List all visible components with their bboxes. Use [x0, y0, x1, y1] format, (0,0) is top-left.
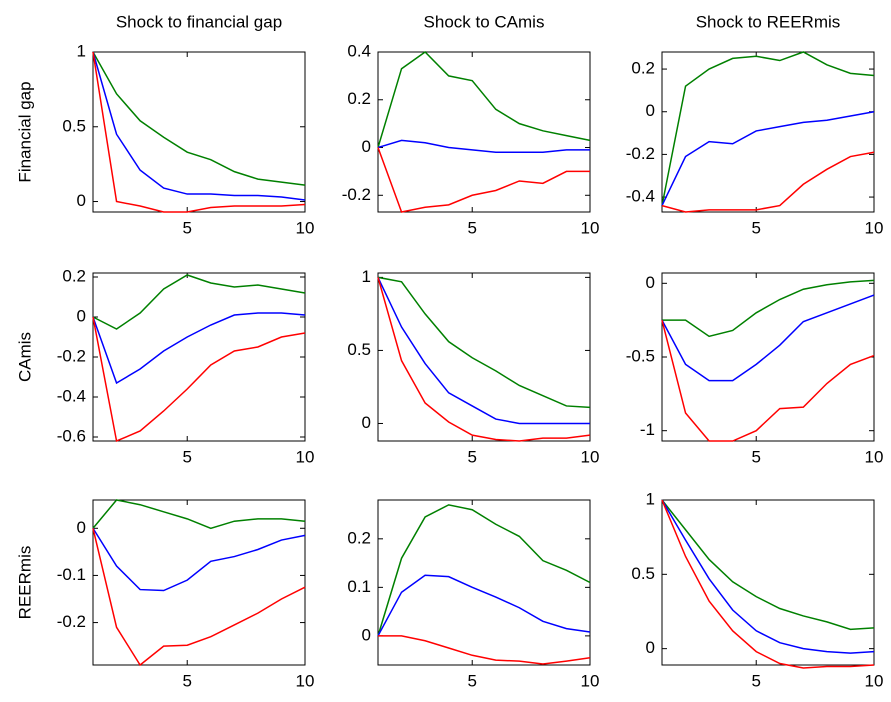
series-line — [661, 499, 875, 654]
plot-frame — [377, 499, 591, 666]
x-tick-label: 10 — [581, 671, 600, 690]
series-line — [377, 277, 591, 442]
series-line — [377, 276, 591, 409]
x-tick-label: 5 — [467, 218, 476, 237]
y-tick-label: -0.2 — [626, 144, 655, 163]
y-tick-label: -0.5 — [626, 346, 655, 365]
series-line — [661, 319, 875, 442]
series-line — [661, 499, 875, 669]
y-tick-label: -0.1 — [57, 565, 86, 584]
plot-frame — [661, 51, 875, 213]
series-line — [661, 51, 875, 206]
series-line — [377, 51, 591, 148]
column-title: Shock to CAmis — [424, 12, 545, 31]
plot-frame — [377, 51, 591, 213]
y-tick-label: -0.4 — [57, 386, 86, 405]
plot-frame — [92, 272, 306, 442]
y-tick-label: -0.2 — [57, 346, 86, 365]
series-line — [92, 274, 306, 330]
y-tick-label: -0.4 — [626, 187, 655, 206]
x-tick-label: 5 — [182, 671, 191, 690]
y-tick-label: 0.2 — [347, 528, 371, 547]
y-tick-label: 0 — [77, 191, 86, 210]
series-line — [662, 279, 875, 338]
y-tick-label: 1 — [362, 267, 371, 286]
y-tick-label: 0 — [77, 518, 86, 537]
series-line — [92, 51, 306, 201]
plot-frame — [377, 272, 591, 442]
y-tick-label: 0.5 — [62, 116, 86, 135]
x-tick-label: 5 — [182, 218, 191, 237]
y-tick-label: 0 — [362, 625, 371, 644]
series-line — [92, 499, 306, 530]
series-line — [377, 139, 590, 154]
row-label: REERmis — [15, 546, 34, 620]
series-line — [377, 147, 590, 213]
series-line — [92, 51, 306, 186]
x-tick-label: 10 — [581, 447, 600, 466]
x-tick-label: 10 — [296, 671, 315, 690]
y-tick-label: 0 — [77, 306, 86, 325]
row-label: Financial gap — [15, 81, 34, 182]
x-tick-label: 5 — [751, 218, 760, 237]
y-tick-label: 0 — [362, 137, 371, 156]
x-tick-label: 5 — [467, 671, 476, 690]
series-line — [92, 527, 306, 592]
y-tick-label: -1 — [640, 420, 655, 439]
series-line — [92, 51, 306, 213]
plot-frame — [661, 499, 875, 666]
column-title: Shock to financial gap — [116, 12, 282, 31]
series-line — [377, 277, 590, 425]
x-tick-label: 5 — [182, 447, 191, 466]
y-tick-label: -0.2 — [57, 612, 86, 631]
series-line — [92, 528, 306, 667]
y-tick-label: 0 — [646, 273, 655, 292]
x-tick-label: 10 — [581, 218, 600, 237]
y-tick-label: -0.2 — [342, 185, 371, 204]
y-tick-label: 0.5 — [631, 564, 655, 583]
series-line — [661, 499, 875, 631]
y-tick-label: 0 — [646, 101, 655, 120]
series-line — [377, 574, 591, 637]
column-title: Shock to REERmis — [696, 12, 841, 31]
x-tick-label: 10 — [865, 671, 884, 690]
x-tick-label: 10 — [865, 447, 884, 466]
series-line — [378, 635, 591, 665]
y-tick-label: 0.2 — [62, 266, 86, 285]
y-tick-label: 0.5 — [347, 340, 371, 359]
y-tick-label: 0 — [646, 638, 655, 657]
y-tick-label: 0.2 — [631, 59, 655, 78]
x-tick-label: 10 — [865, 218, 884, 237]
y-tick-label: 0.4 — [347, 41, 371, 60]
y-tick-label: 0.2 — [347, 89, 371, 108]
series-line — [92, 312, 306, 385]
series-line — [661, 151, 875, 213]
series-line — [92, 316, 306, 443]
y-tick-label: 1 — [77, 41, 86, 60]
y-tick-label: 1 — [646, 489, 655, 508]
series-line — [377, 504, 591, 637]
x-tick-label: 5 — [467, 447, 476, 466]
x-tick-label: 10 — [296, 218, 315, 237]
y-tick-label: 0.1 — [347, 577, 371, 596]
plot-frame — [92, 499, 306, 666]
plot-frame — [661, 272, 875, 442]
plot-frame — [92, 51, 306, 213]
x-tick-label: 5 — [751, 671, 760, 690]
x-tick-label: 5 — [751, 447, 760, 466]
x-tick-label: 10 — [296, 447, 315, 466]
y-tick-label: 0 — [362, 413, 371, 432]
series-line — [661, 294, 875, 382]
series-line — [661, 110, 875, 206]
row-label: CAmis — [15, 332, 34, 382]
y-tick-label: -0.6 — [57, 426, 86, 445]
